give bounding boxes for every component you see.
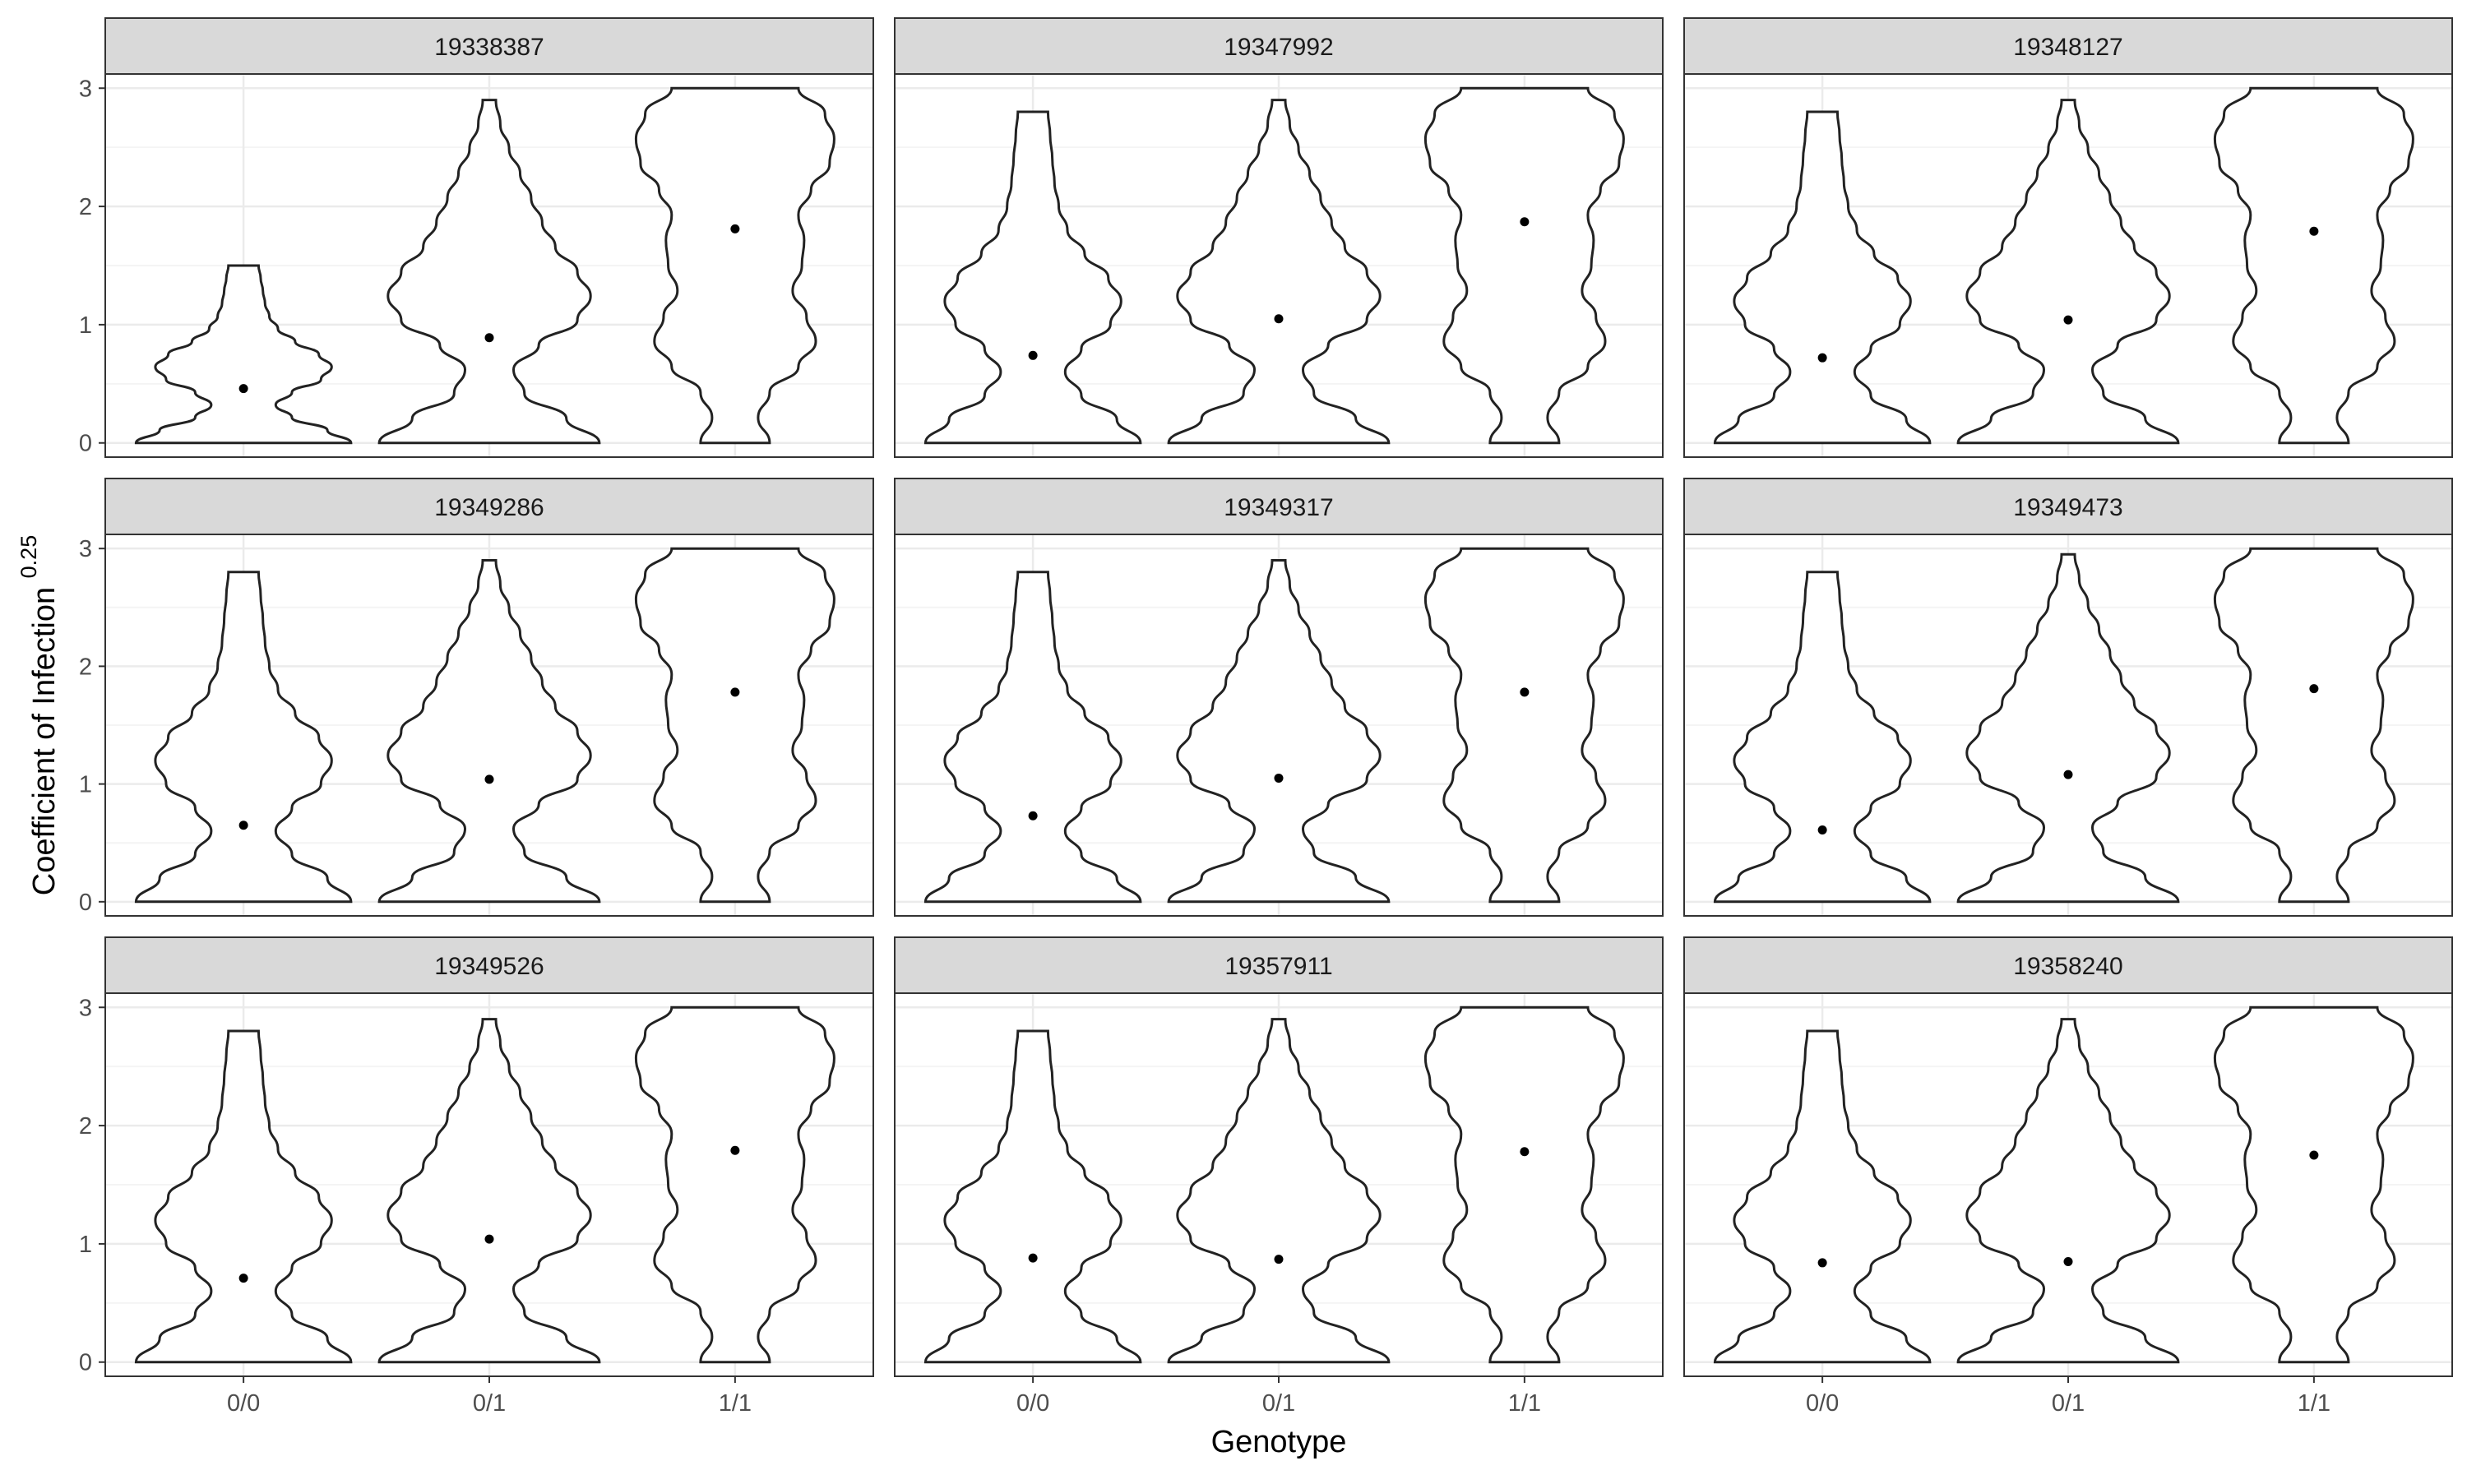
- x-tick-label: 1/1: [719, 1390, 752, 1417]
- median-point: [2309, 684, 2318, 693]
- median-point: [485, 774, 494, 784]
- y-axis-title-exponent: 0.25: [16, 535, 41, 579]
- y-tick-label: 3: [79, 536, 92, 562]
- median-point: [730, 687, 739, 696]
- facet-panel: 19349286 0 1 2 3: [79, 478, 873, 916]
- y-tick-label: 0: [79, 890, 92, 916]
- y-tick-label: 3: [79, 76, 92, 102]
- median-point: [2064, 1257, 2073, 1266]
- median-point: [2064, 770, 2073, 779]
- x-axis-title: Genotype: [1211, 1425, 1347, 1459]
- median-point: [1029, 1254, 1038, 1263]
- x-tick-label: 0/1: [473, 1390, 506, 1417]
- y-tick-label: 1: [79, 1232, 92, 1258]
- facet-panel: 19357911 0/0 0/1 1/1: [895, 937, 1663, 1417]
- median-point: [2064, 316, 2073, 325]
- x-tick-label: 0/1: [2052, 1390, 2085, 1417]
- facet-strip-label: 19357911: [1224, 953, 1332, 980]
- y-tick-label: 0: [79, 431, 92, 457]
- facet-panel: 19358240 0/0 0/1 1/1: [1684, 937, 2452, 1417]
- facet-strip-label: 19349286: [434, 494, 544, 521]
- x-tick-label: 0/0: [227, 1390, 260, 1417]
- median-point: [1029, 351, 1038, 360]
- median-point: [1818, 354, 1827, 363]
- y-tick-label: 2: [79, 1113, 92, 1140]
- median-point: [1275, 1255, 1284, 1264]
- y-tick-label: 0: [79, 1350, 92, 1376]
- facet-strip-label: 19358240: [2013, 953, 2122, 980]
- median-point: [1275, 314, 1284, 323]
- median-point: [1818, 1258, 1827, 1267]
- median-point: [485, 1235, 494, 1244]
- facet-strip-label: 19348127: [2013, 34, 2122, 61]
- y-axis-title-main: Coefficient of Infection: [27, 587, 62, 895]
- median-point: [730, 224, 739, 233]
- y-tick-label: 1: [79, 772, 92, 798]
- facet-panel: 19349526 0 1 2 3 0/0 0/1 1/1: [79, 937, 873, 1417]
- median-point: [1029, 811, 1038, 821]
- facet-panel: 19349317: [895, 478, 1663, 916]
- y-tick-label: 2: [79, 194, 92, 220]
- x-tick-label: 0/1: [1262, 1390, 1295, 1417]
- median-point: [239, 1274, 248, 1283]
- y-axis-title: Coefficient of Infection 0.25: [16, 535, 62, 895]
- facet-panel: 19348127: [1684, 18, 2452, 457]
- median-point: [2309, 1151, 2318, 1160]
- y-tick-label: 3: [79, 995, 92, 1021]
- median-point: [730, 1146, 739, 1155]
- median-point: [1520, 217, 1529, 226]
- median-point: [485, 333, 494, 342]
- facet-strip-label: 19349526: [434, 953, 544, 980]
- y-tick-label: 1: [79, 312, 92, 339]
- x-tick-label: 1/1: [2298, 1390, 2330, 1417]
- median-point: [1520, 1147, 1529, 1156]
- facet-strip-label: 19347992: [1224, 34, 1333, 61]
- median-point: [1520, 687, 1529, 696]
- facet-panel: 19347992: [895, 18, 1663, 457]
- x-tick-label: 1/1: [1508, 1390, 1541, 1417]
- facet-strip-label: 19349317: [1224, 494, 1333, 521]
- facet-strip-label: 19349473: [2013, 494, 2122, 521]
- facet-panel: 19349473: [1684, 478, 2452, 916]
- median-point: [1818, 825, 1827, 834]
- median-point: [239, 821, 248, 830]
- y-tick-label: 2: [79, 654, 92, 680]
- median-point: [1275, 774, 1284, 783]
- x-tick-label: 0/0: [1016, 1390, 1049, 1417]
- median-point: [2309, 227, 2318, 236]
- median-point: [239, 384, 248, 393]
- x-tick-label: 0/0: [1806, 1390, 1839, 1417]
- facet-panels: 19338387 0 1 2 3 19347992 19348127 19349286 0 1 2 3…: [79, 18, 2452, 1417]
- facet-panel: 19338387 0 1 2 3: [79, 18, 873, 457]
- facet-strip-label: 19338387: [434, 34, 544, 61]
